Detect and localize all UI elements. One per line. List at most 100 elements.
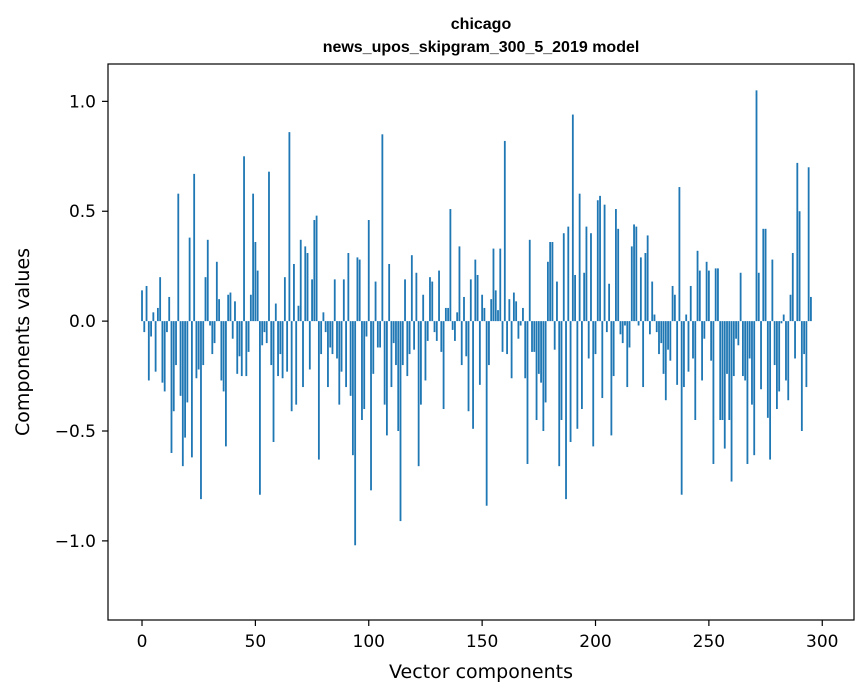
bar [803,321,806,355]
bar [517,321,520,339]
bar [349,321,352,396]
bar [351,321,354,456]
bar [492,248,495,322]
bar [206,239,209,322]
bar [154,321,157,372]
bar [540,321,542,383]
bar [186,321,189,403]
bar [481,294,484,322]
bar [383,321,386,405]
bar [578,193,581,322]
bar [261,321,264,346]
bar [354,321,357,546]
bar [655,321,658,333]
bar [533,321,536,352]
x-tick-label: 300 [806,632,838,652]
bar [664,321,667,401]
bar [395,321,397,366]
bar [512,292,515,322]
bar [719,321,722,421]
bar [626,321,629,388]
bar [689,285,692,322]
bar [751,321,753,405]
bar [184,321,186,438]
bar [714,268,717,322]
bar [810,296,812,322]
bar [678,187,681,322]
bar [458,246,461,322]
bar [497,310,499,322]
bar [673,294,676,322]
bar [683,321,685,388]
bar [791,253,794,322]
y-tick-label: −1.0 [55,532,96,552]
bar [454,321,456,341]
bar [601,321,604,399]
bar [240,321,243,377]
bar [420,321,422,405]
bar [159,277,162,322]
x-axis-label: Vector components [389,661,573,683]
bar [542,321,545,431]
bar [249,294,252,322]
bar [327,321,329,388]
bar [785,321,787,381]
bar [435,321,438,341]
bar [175,321,177,366]
bar [685,314,688,322]
bar [712,321,715,464]
bar [302,321,304,388]
bar [560,321,563,421]
bar [596,200,599,322]
bar [315,215,318,322]
bar [721,321,724,421]
bar [653,314,656,322]
bar [581,321,583,410]
bar [757,272,760,322]
bar [338,321,341,405]
bar [780,321,783,324]
bar [739,272,742,322]
bar [252,193,255,322]
bar [562,233,565,322]
bar [773,321,776,366]
bar [737,321,740,346]
bar [608,283,611,322]
bar [698,270,701,322]
bar [408,321,411,355]
bar [401,321,404,366]
bar [209,321,211,326]
bar [800,321,803,431]
bar [490,299,493,322]
bar [213,321,216,344]
bar [236,321,239,374]
bar [649,321,651,335]
bar [639,257,642,322]
bar [553,321,556,350]
bar [424,321,427,381]
bar [760,321,762,390]
bar [789,294,792,322]
bar [787,321,790,401]
bar [583,272,586,322]
bar [551,242,554,322]
plot-frame [107,63,855,621]
bar [741,321,744,377]
bar [599,195,601,322]
bar [522,307,524,322]
bar [374,281,377,322]
bar [145,285,148,322]
y-tick-label: 0.0 [69,312,96,332]
y-tick-label: −0.5 [55,422,96,442]
bar [397,321,400,431]
bar [447,307,450,322]
bar [546,261,549,322]
bar [710,321,713,361]
bar [501,321,504,352]
bar [642,321,645,388]
bar [179,321,182,396]
bar [465,321,468,357]
bar [311,279,313,322]
bar [510,321,513,379]
